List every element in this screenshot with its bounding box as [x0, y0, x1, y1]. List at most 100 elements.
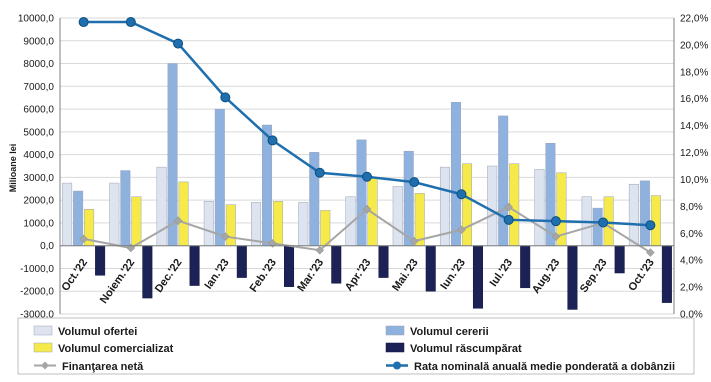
legend-marker: [393, 361, 401, 370]
bar-volumul-comercializat: [461, 163, 472, 246]
interest-rate-point: [598, 217, 609, 228]
y-tick-label: 3000,0: [23, 173, 54, 184]
net-financing-point: [173, 216, 183, 225]
bar-volumul-ofertei: [487, 165, 498, 246]
y-tick-label: 9000,0: [23, 36, 54, 47]
bar-volumul-cererii: [450, 101, 461, 246]
x-tick-label: Iul.'23: [488, 257, 515, 289]
y2-tick-label: 2,0%: [680, 283, 703, 294]
bar-volumul-cererii: [214, 108, 225, 246]
net-financing-point: [362, 204, 372, 214]
bar-volumul-cererii: [356, 139, 367, 246]
y-tick-label: -2000,0: [20, 287, 54, 298]
interest-rate-point: [267, 135, 278, 146]
bar-volumul-cererii: [120, 170, 131, 246]
net-financing-point: [315, 245, 325, 255]
bar-volumul-r-scump-rat: [520, 245, 531, 289]
bar-volumul-r-scump-rat: [378, 245, 389, 278]
x-tick-label: Oct.'22: [59, 257, 90, 294]
bar-volumul-ofertei: [62, 182, 73, 246]
y2-tick-label: 12,0%: [680, 148, 708, 159]
y2-tick-label: 10,0%: [680, 175, 708, 186]
bar-volumul-comercializat: [131, 196, 142, 246]
y2-tick-label: 18,0%: [680, 67, 708, 78]
bar-volumul-cererii: [498, 115, 509, 246]
bar-volumul-comercializat: [414, 193, 425, 246]
bar-volumul-ofertei: [109, 182, 120, 246]
x-tick-label: Oct.'23: [626, 257, 657, 294]
legend-label: Volumul cererii: [410, 326, 489, 338]
interest-rate-point: [550, 216, 561, 227]
net-financing-point: [79, 234, 88, 244]
bar-volumul-ofertei: [628, 183, 639, 246]
y2-tick-label: 8,0%: [680, 202, 703, 213]
interest-rate-point: [645, 220, 656, 231]
x-tick-label: Ian.'23: [203, 257, 232, 292]
bar-volumul-r-scump-rat: [425, 245, 436, 292]
interest-rate-point: [456, 189, 467, 200]
bar-volumul-ofertei: [534, 169, 545, 246]
legend-label: Finanţarea netă: [62, 361, 144, 373]
bar-volumul-comercializat: [178, 181, 189, 246]
legend-label: Volumul ofertei: [58, 326, 137, 338]
net-financing-point: [504, 202, 514, 212]
y2-tick-label: 14,0%: [680, 121, 708, 132]
interest-rate-point: [220, 92, 231, 103]
y-tick-label: 10000,0: [18, 14, 55, 25]
y-tick-label: 7000,0: [23, 82, 54, 93]
y2-tick-label: 0,0%: [680, 310, 703, 321]
bar-volumul-r-scump-rat: [661, 245, 672, 303]
net-financing-point: [220, 232, 230, 241]
bar-volumul-ofertei: [203, 201, 214, 246]
interest-rate-point: [173, 38, 184, 49]
y2-tick-label: 4,0%: [680, 256, 703, 267]
net-financing-point: [551, 232, 561, 241]
bar-volumul-cererii: [639, 180, 650, 246]
bar-volumul-r-scump-rat: [95, 245, 106, 276]
legend-swatch: [33, 342, 53, 353]
bar-volumul-cererii: [167, 63, 178, 246]
bar-volumul-comercializat: [273, 201, 284, 246]
bar-volumul-cererii: [403, 150, 414, 246]
x-tick-label: Feb.'23: [248, 257, 279, 295]
y2-tick-label: 22,0%: [680, 14, 708, 25]
bar-volumul-ofertei: [251, 202, 262, 246]
legend-swatch: [385, 342, 405, 353]
x-tick-label: Mar.'23: [295, 257, 326, 294]
net-financing-point: [409, 236, 419, 246]
interest-rate-point: [503, 214, 514, 225]
interest-rate-point: [362, 171, 372, 182]
bar-volumul-r-scump-rat: [284, 245, 295, 287]
y-tick-label: 0,0: [40, 241, 54, 252]
bar-volumul-ofertei: [156, 166, 167, 246]
net-financing-point: [646, 248, 655, 257]
legend: Volumul ofertei Volumul cererii Volumul co…: [17, 317, 695, 375]
legend-label: Volumul răscumpărat: [410, 343, 522, 355]
bar-volumul-comercializat: [650, 195, 661, 246]
bar-volumul-ofertei: [298, 202, 309, 246]
bar-volumul-r-scump-rat: [189, 245, 200, 286]
bar-volumul-comercializat: [320, 210, 331, 246]
y-tick-label: 4000,0: [23, 150, 54, 161]
x-tick-label: Iun.'23: [438, 257, 468, 292]
x-tick-label: Apr.'23: [343, 257, 374, 294]
net-financing-point: [126, 243, 136, 253]
y-tick-label: 5000,0: [23, 127, 54, 138]
legend-marker: [41, 361, 49, 370]
bar-volumul-r-scump-rat: [331, 245, 342, 284]
net-financing-point: [457, 225, 466, 235]
x-tick-label: Aug.'23: [530, 257, 562, 296]
legend-swatch: [33, 325, 53, 336]
bar-volumul-r-scump-rat: [614, 245, 625, 274]
legend-label: Volumul comercializat: [58, 343, 174, 355]
y2-tick-label: 16,0%: [680, 94, 708, 105]
legend-swatch: [385, 325, 405, 336]
bar-volumul-ofertei: [392, 186, 403, 246]
y-tick-label: 1000,0: [23, 218, 54, 229]
bar-volumul-r-scump-rat: [567, 245, 578, 310]
y-tick-label: 2000,0: [23, 196, 54, 207]
x-tick-label: Dec.'22: [153, 257, 185, 295]
interest-rate-point: [409, 177, 420, 188]
